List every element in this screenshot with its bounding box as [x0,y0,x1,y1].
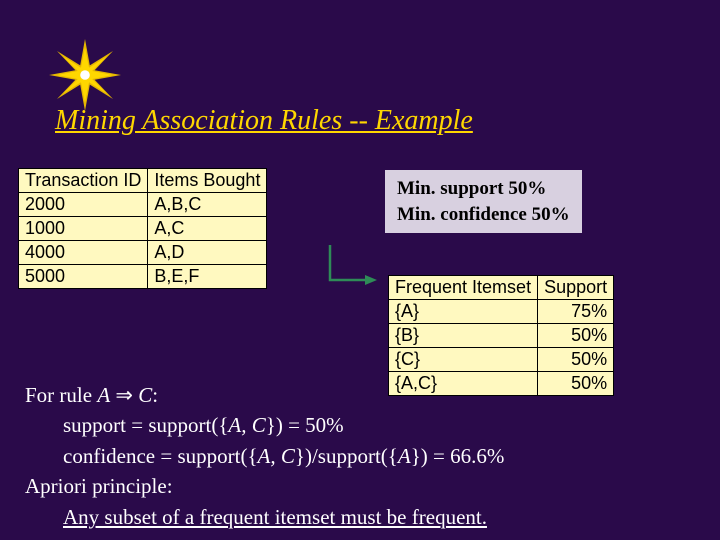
principle-label: Apriori principle: [25,471,504,501]
transactions-table: Transaction ID Items Bought 2000A,B,C 10… [18,168,267,289]
parameters-box: Min. support 50% Min. confidence 50% [385,170,582,233]
table-row: {C}50% [389,348,614,372]
table-row: {A}75% [389,300,614,324]
table-header: Transaction ID [19,169,148,193]
arrow-icon [325,240,385,300]
min-support-label: Min. support 50% [397,176,570,202]
table-row: 1000A,C [19,217,267,241]
table-header: Frequent Itemset [389,276,538,300]
table-header: Support [538,276,614,300]
principle-text: Any subset of a frequent itemset must be… [63,502,504,532]
rule-line: For rule A ⇒ C: [25,380,504,410]
table-row: {B}50% [389,324,614,348]
table-row: 4000A,D [19,241,267,265]
itemset-table: Frequent Itemset Support {A}75% {B}50% {… [388,275,614,396]
table-row: 5000B,E,F [19,265,267,289]
body-text: For rule A ⇒ C: support = support({A, C}… [25,380,504,532]
starburst-icon [45,35,125,115]
slide-title: Mining Association Rules -- Example [55,105,473,137]
support-line: support = support({A, C}) = 50% [63,410,504,440]
confidence-line: confidence = support({A, C})/support({A}… [63,441,504,471]
min-confidence-label: Min. confidence 50% [397,202,570,228]
table-row: 2000A,B,C [19,193,267,217]
table-header: Items Bought [148,169,267,193]
